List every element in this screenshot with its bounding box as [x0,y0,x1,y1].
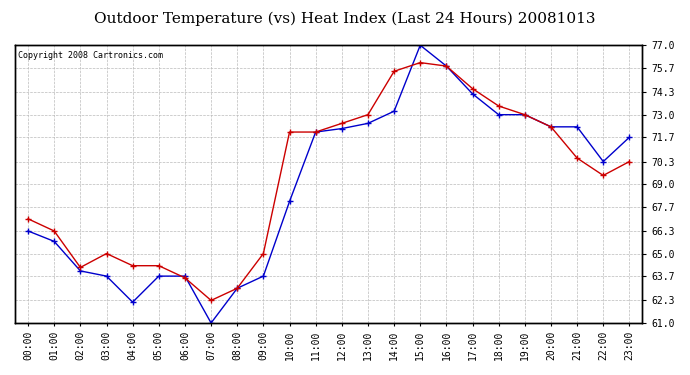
Text: Copyright 2008 Cartronics.com: Copyright 2008 Cartronics.com [18,51,163,60]
Text: Outdoor Temperature (vs) Heat Index (Last 24 Hours) 20081013: Outdoor Temperature (vs) Heat Index (Las… [95,11,595,26]
